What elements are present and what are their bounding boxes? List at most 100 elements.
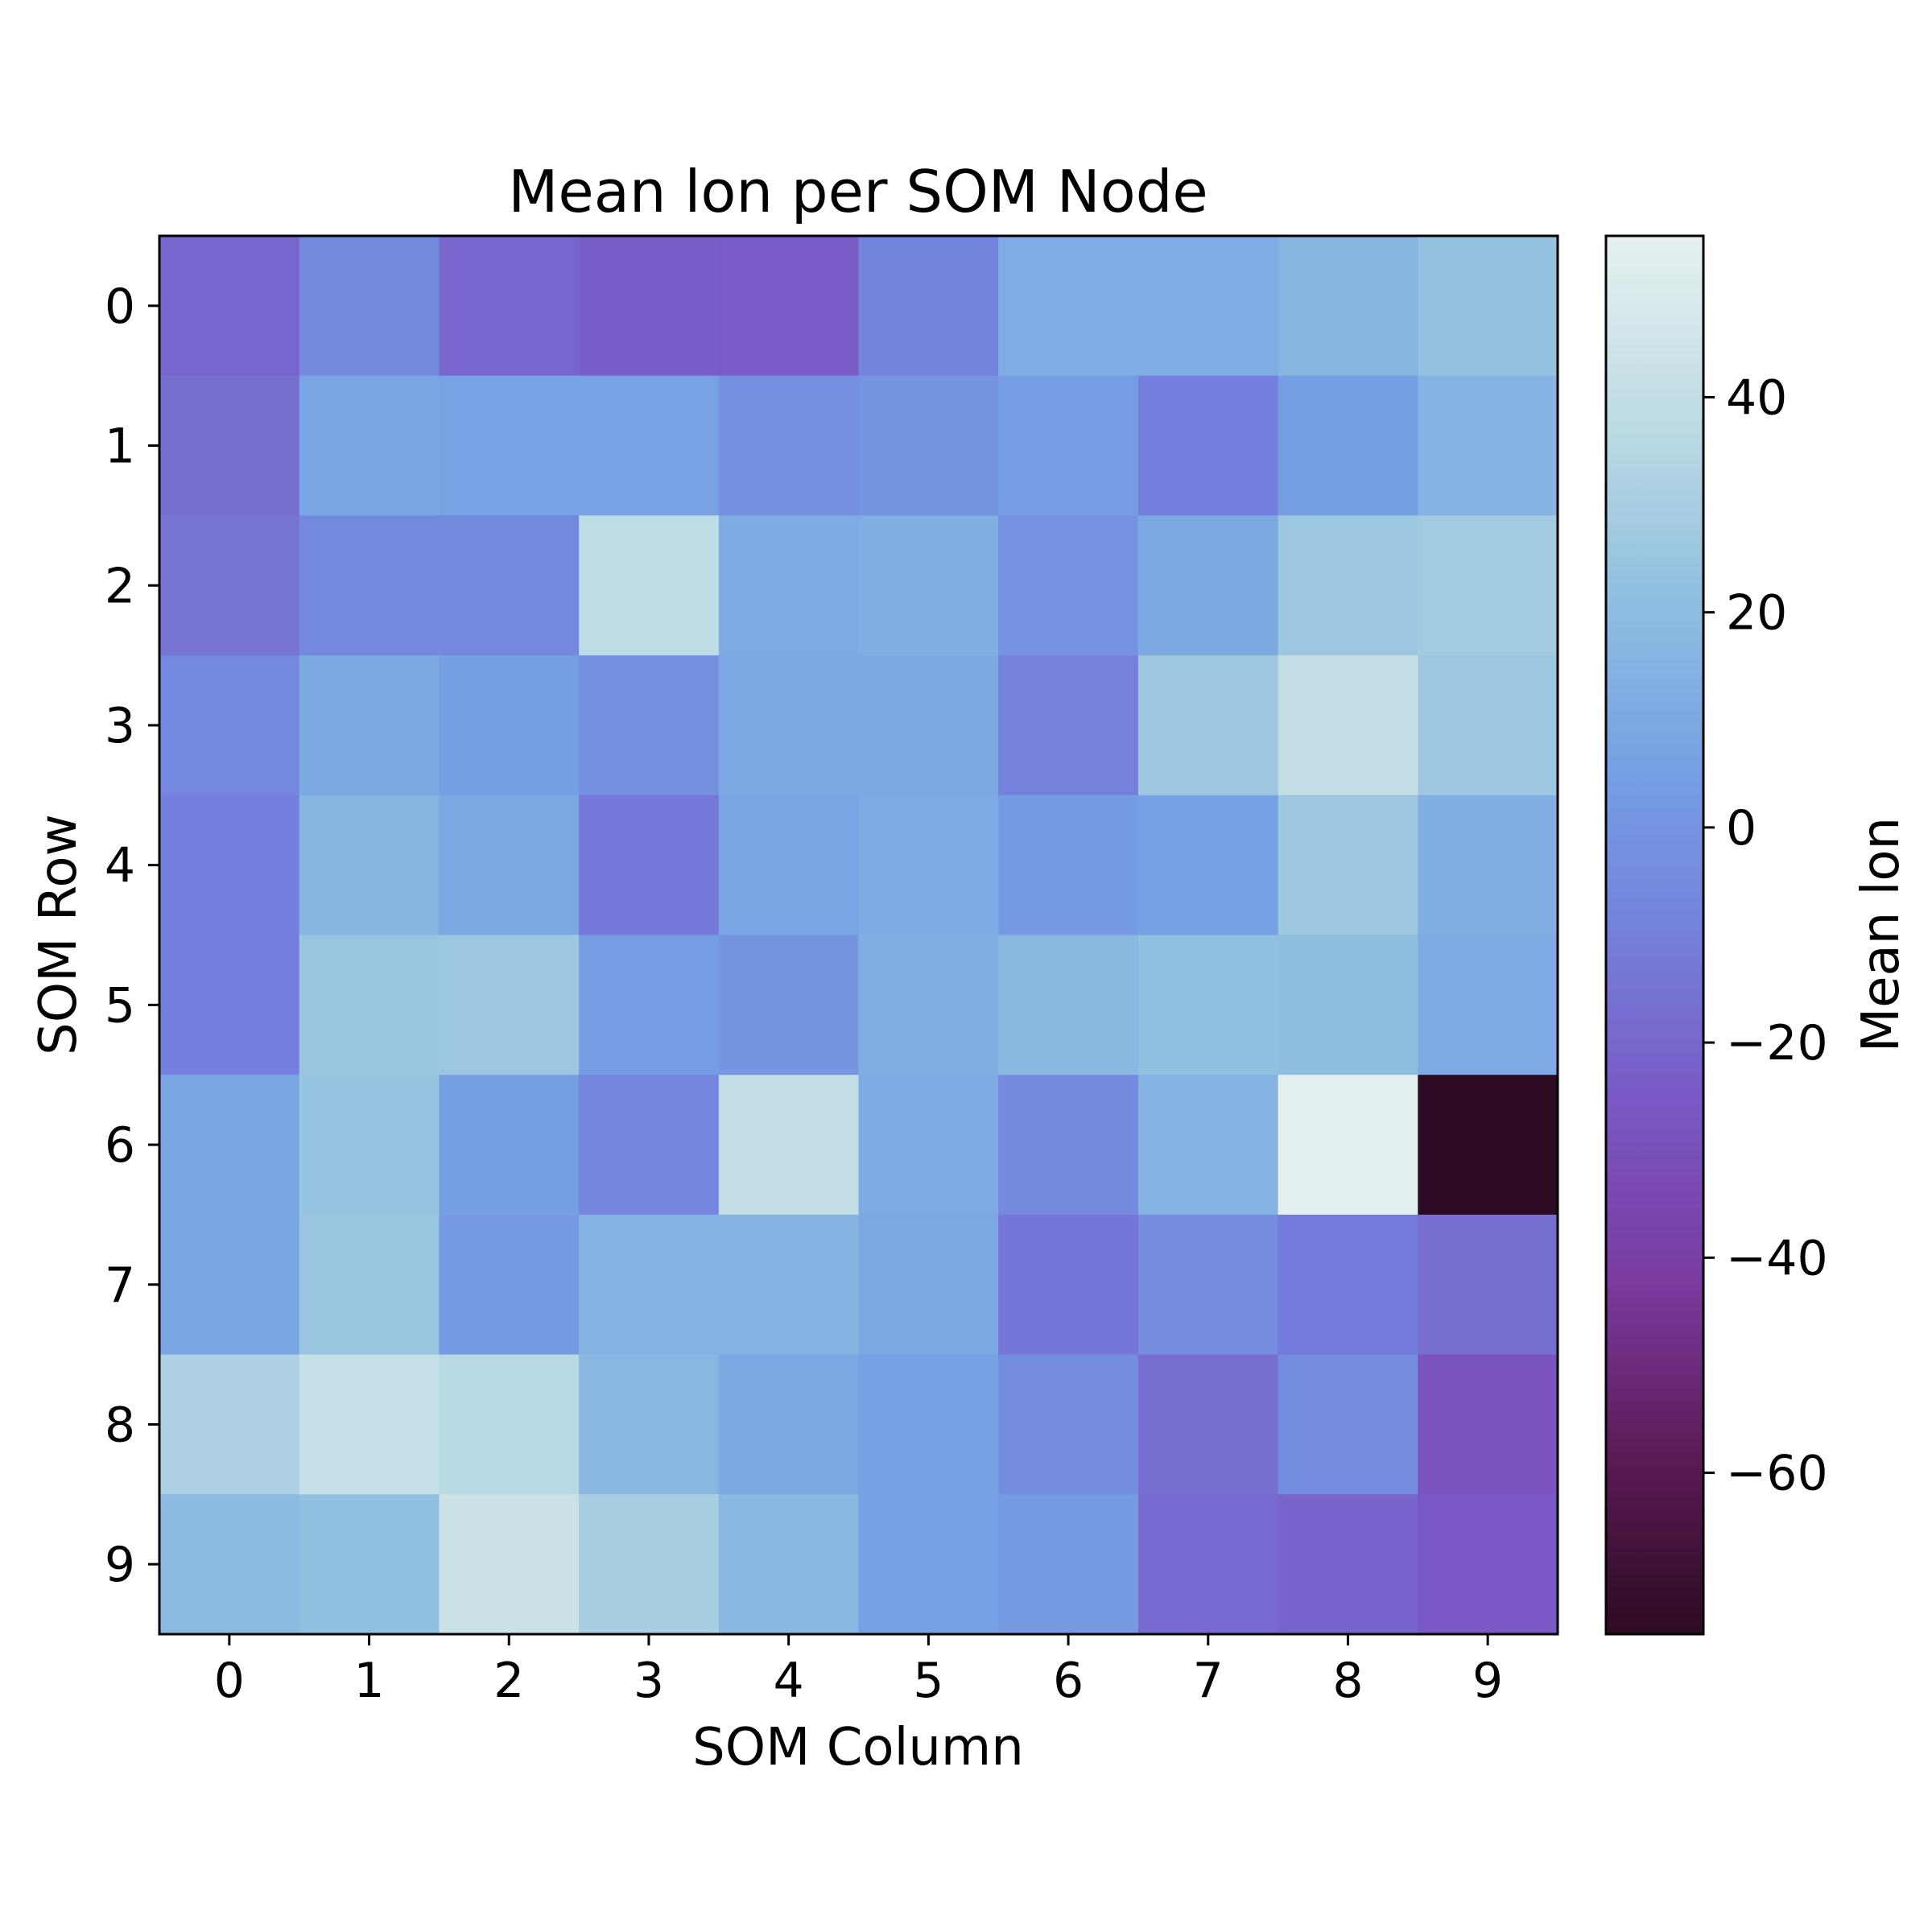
x-tick-label: 6 [1053,1653,1084,1709]
x-tick-label: 0 [214,1653,245,1709]
heatmap-cell-r1-c5 [858,375,999,516]
heatmap-cell-r3-c4 [718,655,860,796]
heatmap-cell-r0-c2 [439,236,580,377]
heatmap-cell-r9-c6 [998,1494,1139,1635]
y-axis: 0 1 2 3 4 5 6 7 8 9 [105,279,159,1593]
heatmap-cell-r8-c5 [858,1354,999,1495]
heatmap-cell-r2-c4 [718,515,860,656]
heatmap-cell-r3-c9 [1418,655,1558,796]
heatmap-cell-r5-c5 [858,935,999,1075]
colorbar-tick-label: −40 [1726,1230,1828,1286]
heatmap-cell-r0-c4 [718,236,860,377]
heatmap-cell-r5-c9 [1418,935,1558,1075]
heatmap-cell-r4-c9 [1418,795,1558,936]
heatmap-cell-r5-c6 [998,935,1139,1075]
heatmap-cell-r2-c5 [858,515,999,656]
heatmap-cell-r8-c8 [1278,1354,1418,1495]
plot-frame [158,234,1559,1636]
heatmap-cell-r5-c7 [1137,935,1279,1075]
colorbar-axis: 40 20 0 −20 −40 −60 [1703,369,1828,1502]
colorbar-tick-label: −60 [1726,1446,1828,1502]
heatmap-cell-r5-c3 [579,935,720,1075]
heatmap-cell-r2-c1 [299,515,440,656]
heatmap-cell-r4-c3 [579,795,720,936]
heatmap-cell-r0-c3 [579,236,720,377]
heatmap-cell-r6-c8 [1278,1075,1418,1216]
heatmap-cell-r3-c5 [858,655,999,796]
heatmap-cell-r4-c0 [159,795,300,936]
heatmap-cell-r5-c8 [1278,935,1418,1075]
heatmap-cell-r9-c8 [1278,1494,1418,1635]
heatmap-cell-r4-c5 [858,795,999,936]
x-tick-label: 7 [1193,1653,1224,1709]
y-tick-label: 9 [105,1537,135,1593]
heatmap-cell-r7-c6 [998,1214,1139,1356]
heatmap-cell-r3-c3 [579,655,720,796]
heatmap-cell-r9-c1 [299,1494,440,1635]
heatmap-cell-r9-c2 [439,1494,580,1635]
heatmap-cell-r6-c9 [1418,1075,1558,1216]
colorbar-tick-label: 40 [1726,369,1787,426]
y-tick-label: 2 [105,558,135,614]
heatmap-cell-r7-c2 [439,1214,580,1356]
colorbar-tick-label: 0 [1726,800,1757,857]
heatmap-cell-r8-c1 [299,1354,440,1495]
heatmap-cell-r7-c7 [1137,1214,1279,1356]
heatmap-cell-r7-c0 [159,1214,300,1356]
heatmap-cell-r1-c0 [159,375,300,516]
x-tick-label: 2 [493,1653,524,1709]
heatmap-cell-r5-c4 [718,935,860,1075]
heatmap-cell-r3-c2 [439,655,580,796]
heatmap-cell-r7-c8 [1278,1214,1418,1356]
heatmap-cell-r0-c7 [1137,236,1279,377]
y-tick-label: 4 [105,838,135,894]
heatmap-cell-r2-c8 [1278,515,1418,656]
heatmap-cell-r2-c2 [439,515,580,656]
x-axis: 0 1 2 3 4 5 6 7 8 9 [214,1634,1503,1709]
heatmap-cell-r4-c7 [1137,795,1279,936]
heatmap-cell-r9-c9 [1418,1494,1558,1635]
heatmap-cell-r8-c9 [1418,1354,1558,1495]
heatmap-cell-r6-c1 [299,1075,440,1216]
heatmap-cell-r3-c6 [998,655,1139,796]
y-tick-label: 1 [105,419,135,475]
heatmap-cell-r1-c4 [718,375,860,516]
heatmap-cell-r1-c6 [998,375,1139,516]
y-axis-label: SOM Row [29,814,89,1055]
heatmap-cell-r7-c3 [579,1214,720,1356]
heatmap-cell-r6-c2 [439,1075,580,1216]
heatmap-cell-r7-c1 [299,1214,440,1356]
heatmap-cell-r0-c0 [159,236,300,377]
heatmap-cell-r2-c0 [159,515,300,656]
heatmap-cell-r9-c0 [159,1494,300,1635]
heatmap-cell-r6-c5 [858,1075,999,1216]
heatmap-cell-r6-c7 [1137,1075,1279,1216]
heatmap-cell-r4-c6 [998,795,1139,936]
heatmap-cell-r9-c7 [1137,1494,1279,1635]
heatmap-cell-r7-c4 [718,1214,860,1356]
heatmap-cell-r8-c2 [439,1354,580,1495]
y-tick-label: 6 [105,1117,135,1174]
heatmap-cell-r0-c9 [1418,236,1558,377]
heatmap-cell-r6-c6 [998,1075,1139,1216]
heatmap-cell-r2-c7 [1137,515,1279,656]
heatmap-cell-r4-c1 [299,795,440,936]
x-tick-label: 1 [353,1653,384,1709]
heatmap-cell-r8-c0 [159,1354,300,1495]
heatmap-cell-r8-c7 [1137,1354,1279,1495]
heatmap-cell-r1-c9 [1418,375,1558,516]
heatmap-cell-r0-c6 [998,236,1139,377]
y-tick-label: 0 [105,279,135,335]
heatmap-cell-r4-c2 [439,795,580,936]
heatmap-cell-r3-c0 [159,655,300,796]
colorbar-tick-label: −20 [1726,1015,1828,1071]
heatmap-cell-r0-c5 [858,236,999,377]
y-tick-label: 3 [105,698,135,754]
heatmap-cell-r1-c2 [439,375,580,516]
heatmap-cell-r3-c8 [1278,655,1418,796]
heatmap-cell-r3-c1 [299,655,440,796]
x-tick-label: 5 [913,1653,943,1709]
y-tick-label: 8 [105,1397,135,1453]
x-tick-label: 4 [774,1653,804,1709]
heatmap-cell-r5-c2 [439,935,580,1075]
